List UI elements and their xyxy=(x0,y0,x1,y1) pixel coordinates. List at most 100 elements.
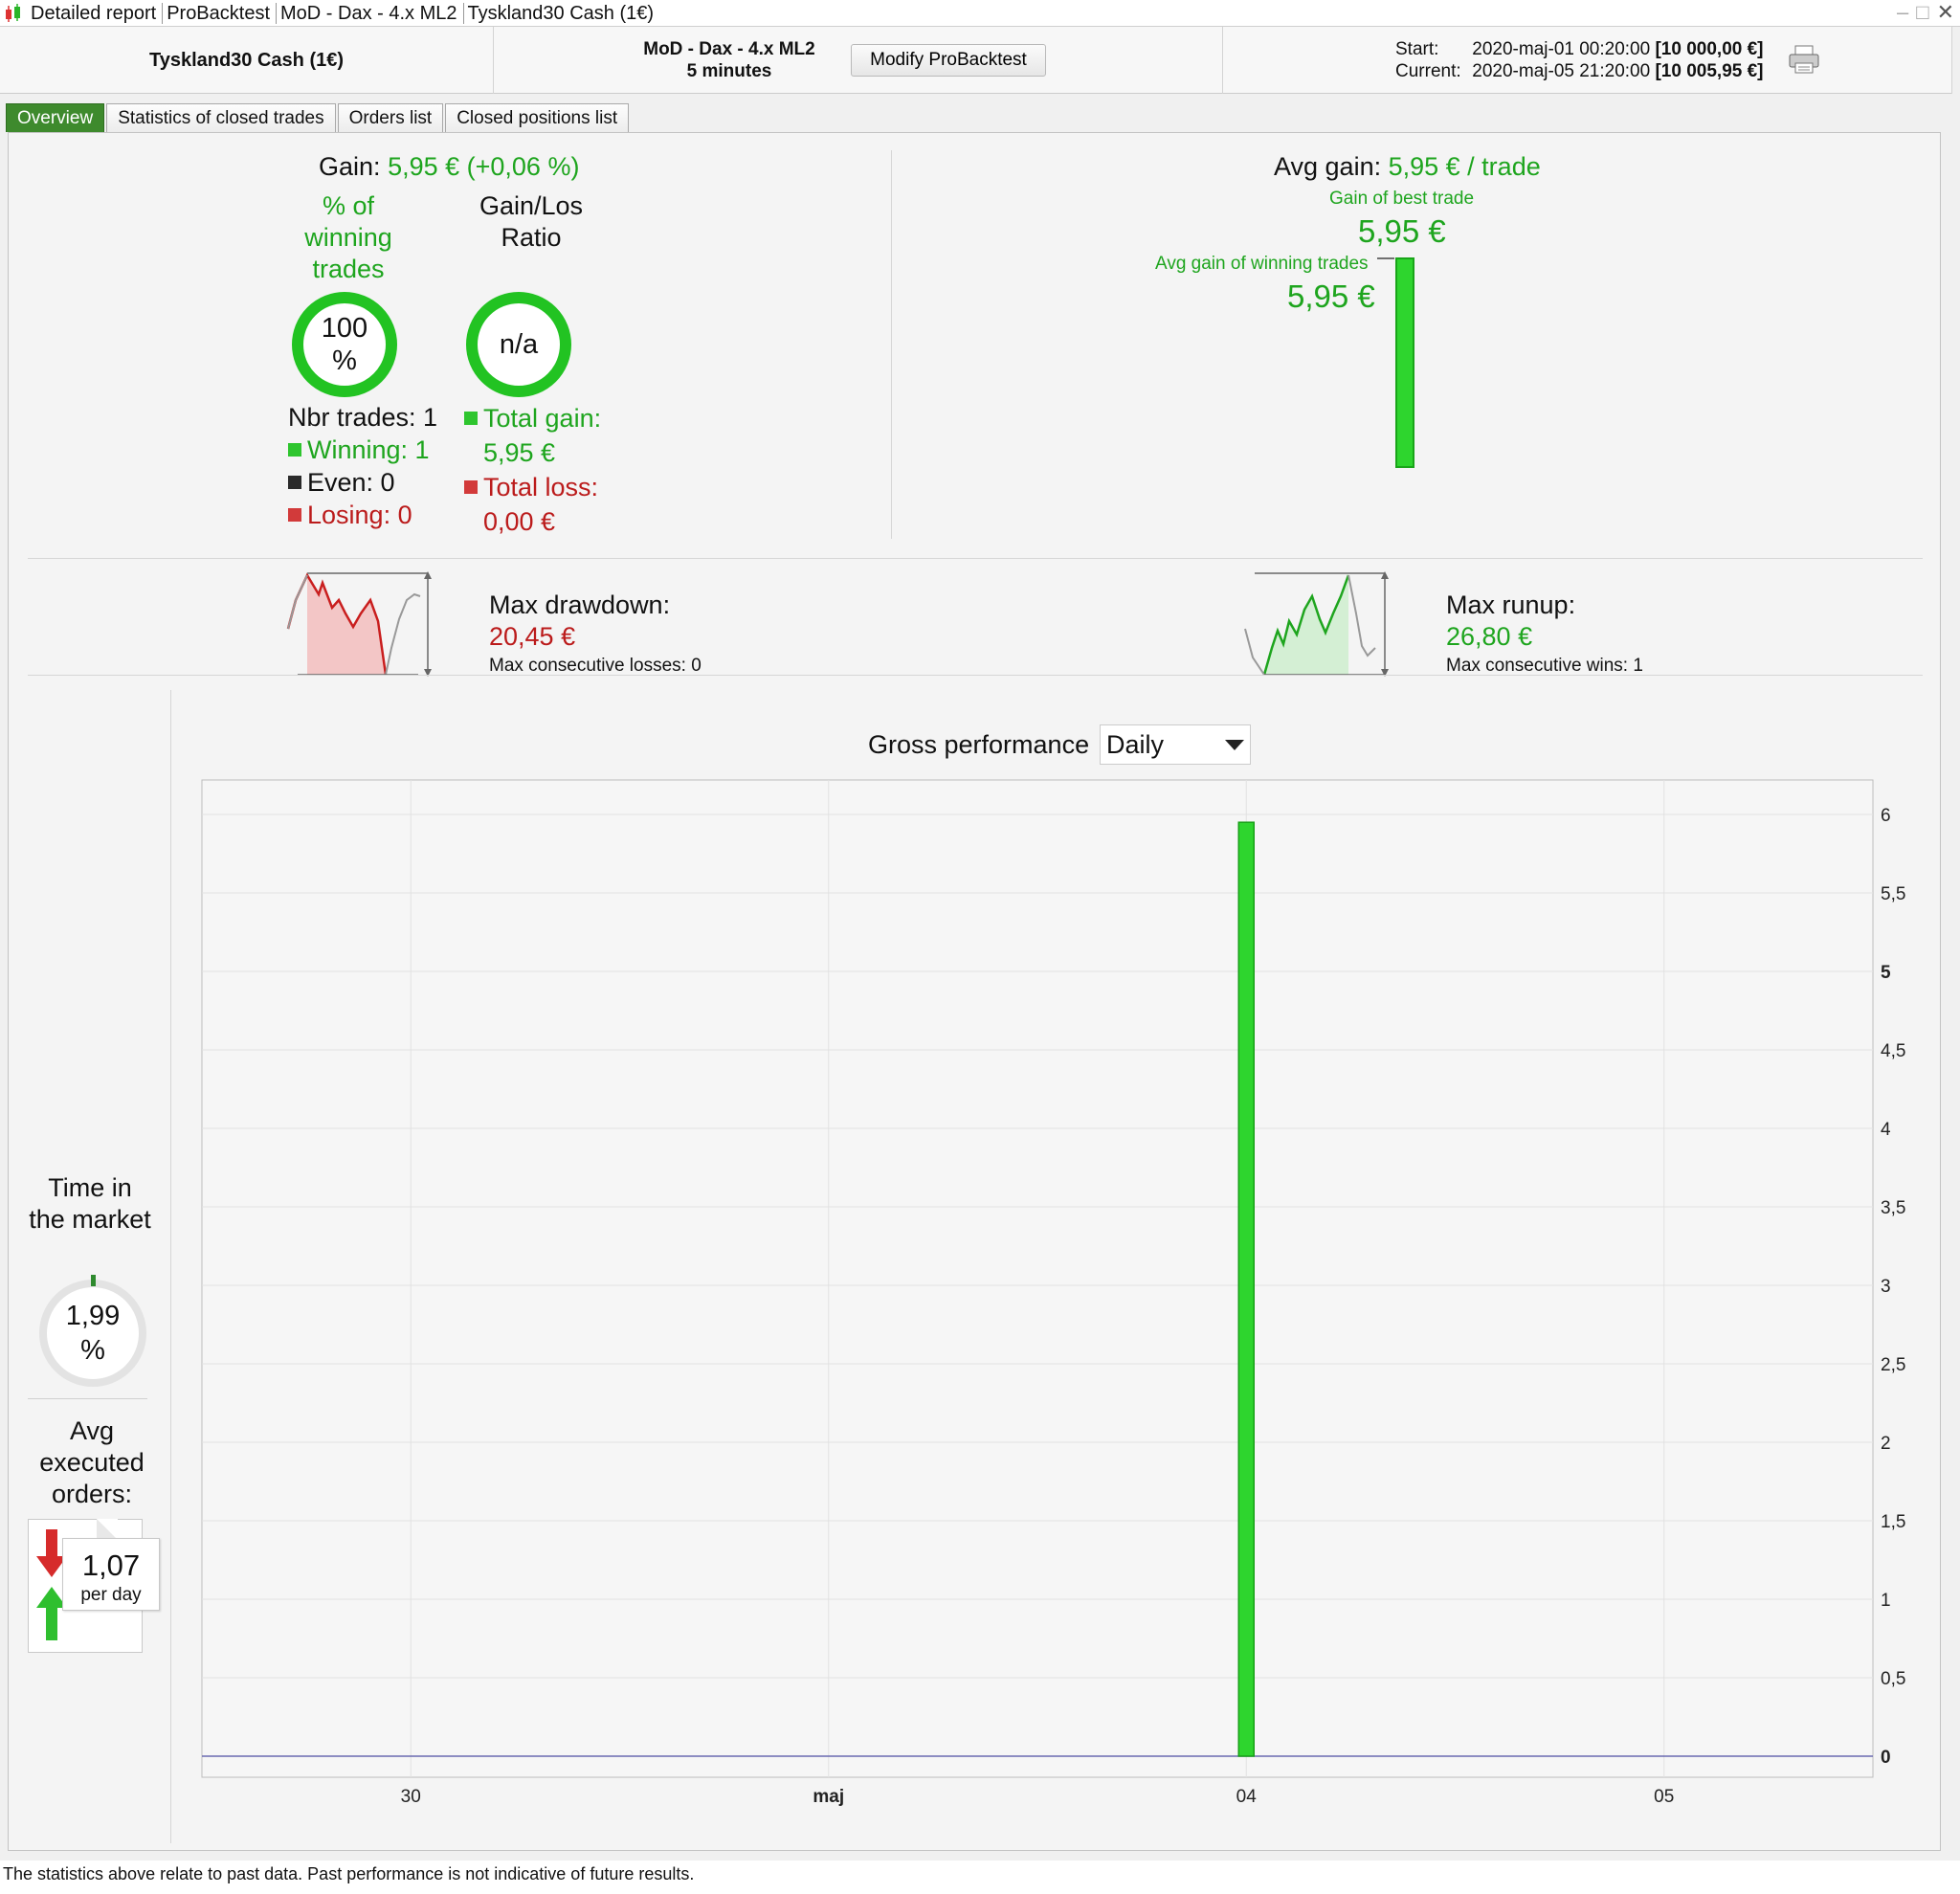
title-probacktest: ProBacktest xyxy=(163,2,278,24)
printer-icon[interactable] xyxy=(1788,44,1820,75)
y-tick-label: 6 xyxy=(1881,806,1891,826)
pct-winning-gauge: 100 % xyxy=(292,292,397,397)
max-drawdown-value: 20,45 € xyxy=(489,622,576,651)
start-date: 2020-maj-01 00:20:00 xyxy=(1472,39,1651,59)
report-tabs: Overview Statistics of closed trades Ord… xyxy=(6,103,631,132)
time-in-market-label: Time in the market xyxy=(29,1173,151,1234)
candlestick-icon xyxy=(0,1,27,26)
disclaimer-footer: The statistics above relate to past data… xyxy=(0,1861,1960,1894)
tab-orders-list[interactable]: Orders list xyxy=(337,103,444,132)
window-controls: – □ ✕ xyxy=(1897,0,1954,25)
start-capital: [10 000,00 €] xyxy=(1655,39,1764,59)
gain-loss-totals: Total gain: 5,95 € Total loss: 0,00 € xyxy=(464,401,601,539)
start-label: Start: xyxy=(1395,39,1439,59)
avg-gain-summary: Avg gain: 5,95 € / trade xyxy=(1274,152,1541,182)
avg-orders-unit: per day xyxy=(80,1585,142,1605)
gross-performance-label: Gross performance xyxy=(868,730,1090,759)
tab-overview[interactable]: Overview xyxy=(6,103,105,132)
gross-performance-chart: 0 0,5 1 1,5 2 2,5 3 3,5 4 4,5 5 5,5 6 30 maj 04 05 xyxy=(201,779,1905,1807)
document-fold xyxy=(97,1519,118,1540)
x-tick-label: 30 xyxy=(401,1787,421,1807)
window-titlebar: Detailed report ProBacktest MoD - Dax - … xyxy=(0,0,1960,27)
tab-closed-positions-list[interactable]: Closed positions list xyxy=(445,103,630,132)
total-gain-label: Total gain: xyxy=(483,404,602,433)
divider-left xyxy=(28,1398,147,1399)
even-row: Even: 0 xyxy=(288,466,437,499)
total-loss-row: Total loss: xyxy=(464,470,601,504)
dates-section: Start: 2020-maj-01 00:20:00 [10 000,00 €… xyxy=(1223,27,1952,94)
avg-gain-value: 5,95 € / trade xyxy=(1388,152,1541,181)
strategy-section: MoD - Dax - 4.x ML2 5 minutes Modify Pro… xyxy=(494,27,1223,94)
avg-orders-label: Avg executed orders: xyxy=(39,1416,145,1508)
y-tick-label: 2 xyxy=(1881,1434,1891,1454)
avg-marker-arrow xyxy=(1377,257,1394,259)
y-tick-label: 0 xyxy=(1881,1748,1891,1768)
pct-winning-value: 100 % xyxy=(321,313,368,376)
losing-count: Losing: 0 xyxy=(307,501,412,529)
instrument-name: Tyskland30 Cash (1€) xyxy=(0,27,494,94)
runup-sparkline xyxy=(1244,571,1389,677)
y-tick-label: 3,5 xyxy=(1881,1198,1905,1218)
y-tick-label: 1,5 xyxy=(1881,1512,1905,1532)
y-tick-label: 0,5 xyxy=(1881,1669,1905,1689)
y-tick-label: 1 xyxy=(1881,1591,1891,1611)
max-runup-label: Max runup: xyxy=(1446,590,1576,619)
gain-loss-ratio-label: Gain/Los Ratio xyxy=(479,191,584,252)
max-consecutive-wins: Max consecutive wins: 1 xyxy=(1446,656,1643,676)
gain-legend-icon xyxy=(464,412,478,425)
loss-legend-icon xyxy=(464,480,478,494)
period-select-value: Daily xyxy=(1106,729,1165,759)
time-in-market-gauge: 1,99 % xyxy=(39,1280,146,1387)
even-count: Even: 0 xyxy=(307,468,395,497)
start-row: Start: 2020-maj-01 00:20:00 [10 000,00 €… xyxy=(1395,38,1764,60)
current-capital: [10 005,95 €] xyxy=(1655,61,1764,81)
overview-panel: Gain: 5,95 € (+0,06 %) % of winning trad… xyxy=(8,132,1941,1851)
avg-winning-label: Avg gain of winning trades xyxy=(1155,254,1369,274)
best-trade-label: Gain of best trade xyxy=(1329,189,1475,209)
even-legend-icon xyxy=(288,476,301,489)
gain-summary: Gain: 5,95 € (+0,06 %) xyxy=(319,152,579,182)
strategy-timeframe: 5 minutes xyxy=(686,61,772,81)
title-instrument: Tyskland30 Cash (1€) xyxy=(467,2,655,24)
avg-winning-value: 5,95 € xyxy=(1287,279,1375,314)
x-tick-label: maj xyxy=(813,1787,844,1807)
close-icon[interactable]: ✕ xyxy=(1936,0,1954,24)
avg-orders-badge: 1,07 per day xyxy=(62,1538,160,1611)
report-header: Tyskland30 Cash (1€) MoD - Dax - 4.x ML2… xyxy=(0,27,1952,94)
strategy-info: MoD - Dax - 4.x ML2 5 minutes xyxy=(634,38,825,82)
maximize-icon[interactable]: □ xyxy=(1916,0,1929,24)
max-consecutive-losses: Max consecutive losses: 0 xyxy=(489,656,702,676)
losing-row: Losing: 0 xyxy=(288,499,437,531)
avg-orders-value: 1,07 xyxy=(81,1549,141,1582)
chart-plot-area xyxy=(201,779,1874,1778)
avg-gain-label: Avg gain: xyxy=(1274,152,1382,181)
time-in-market-indicator xyxy=(91,1275,96,1286)
y-tick-label: 5,5 xyxy=(1881,884,1905,904)
y-tick-label: 2,5 xyxy=(1881,1355,1905,1375)
modify-probacktest-button[interactable]: Modify ProBacktest xyxy=(851,44,1046,77)
y-tick-label: 5 xyxy=(1881,963,1891,983)
period-select[interactable]: Daily xyxy=(1100,724,1251,765)
drawdown-sparkline xyxy=(286,571,432,677)
winning-row: Winning: 1 xyxy=(288,434,437,466)
pct-winning-label: % of winning trades xyxy=(304,191,392,283)
tab-statistics-closed-trades[interactable]: Statistics of closed trades xyxy=(106,103,336,132)
y-tick-label: 3 xyxy=(1881,1277,1891,1297)
current-label: Current: xyxy=(1395,61,1461,81)
total-gain-row: Total gain: xyxy=(464,401,601,435)
best-trade-bar xyxy=(1395,257,1414,468)
minimize-icon[interactable]: – xyxy=(1897,0,1909,24)
title-detailed-report: Detailed report xyxy=(27,2,164,24)
title-strategy: MoD - Dax - 4.x ML2 xyxy=(277,2,464,24)
winning-count: Winning: 1 xyxy=(307,435,430,464)
buy-sell-arrows-icon xyxy=(36,1529,67,1640)
total-gain-value: 5,95 € xyxy=(483,438,556,467)
max-drawdown-label: Max drawdown: xyxy=(489,590,671,619)
chevron-down-icon xyxy=(1225,739,1244,750)
total-loss-label: Total loss: xyxy=(483,473,599,501)
current-date: 2020-maj-05 21:20:00 xyxy=(1472,61,1651,81)
current-row: Current: 2020-maj-05 21:20:00 [10 005,95… xyxy=(1395,60,1764,82)
y-tick-label: 4,5 xyxy=(1881,1041,1905,1061)
y-tick-label: 4 xyxy=(1881,1120,1891,1140)
gain-loss-ratio-gauge: n/a xyxy=(466,292,571,397)
